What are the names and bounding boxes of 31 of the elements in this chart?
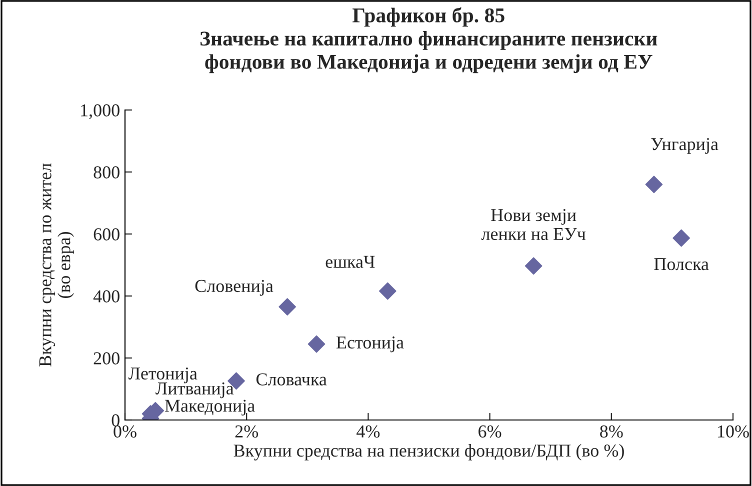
- y-axis-title: Вкупни средства по жител (во евра): [39, 163, 74, 367]
- y-tick-label: 0: [112, 414, 120, 426]
- annotation: Унгарија: [651, 138, 718, 154]
- annotation: Нови земји ленки на ЕУч: [481, 209, 586, 240]
- chart-title: Графикон бр. 85 Значење на капитално финансираните пензиски фондови во Македонија и одредени земји од ЕУ: [200, 7, 658, 74]
- point: [524, 257, 542, 275]
- point: [672, 229, 690, 247]
- x-tick-label: 6%: [478, 425, 502, 438]
- point: [308, 335, 326, 353]
- y-tick-label: 200: [94, 352, 120, 364]
- x-tick-label: 0%: [114, 425, 136, 438]
- x-tick-label: 4%: [356, 425, 380, 438]
- point: [278, 298, 296, 316]
- y-tick-label: 800: [94, 166, 120, 178]
- annotation: Македонија: [164, 400, 255, 416]
- x-tick-label: 2%: [235, 425, 258, 438]
- x-axis-title: Вкупни средства на пензиски фондови/БДП (во %): [234, 444, 624, 460]
- annotation: Словачка: [256, 373, 327, 386]
- point: [378, 282, 396, 300]
- annotation: ешкаЧ: [326, 256, 375, 268]
- annotation: Литванија: [156, 382, 234, 398]
- annotation: Естонија: [336, 336, 404, 352]
- y-tick-label: 400: [93, 290, 120, 302]
- x-tick-label: 8%: [600, 425, 623, 438]
- annotation: Летонија: [128, 367, 198, 384]
- x-tick-label: 10%: [718, 425, 749, 438]
- y-tick-label: 1,000: [81, 104, 120, 120]
- annotation: Полска: [654, 258, 709, 270]
- annotation: Словенија: [195, 280, 274, 296]
- y-tick-label: 600: [94, 228, 120, 240]
- point: [645, 176, 663, 194]
